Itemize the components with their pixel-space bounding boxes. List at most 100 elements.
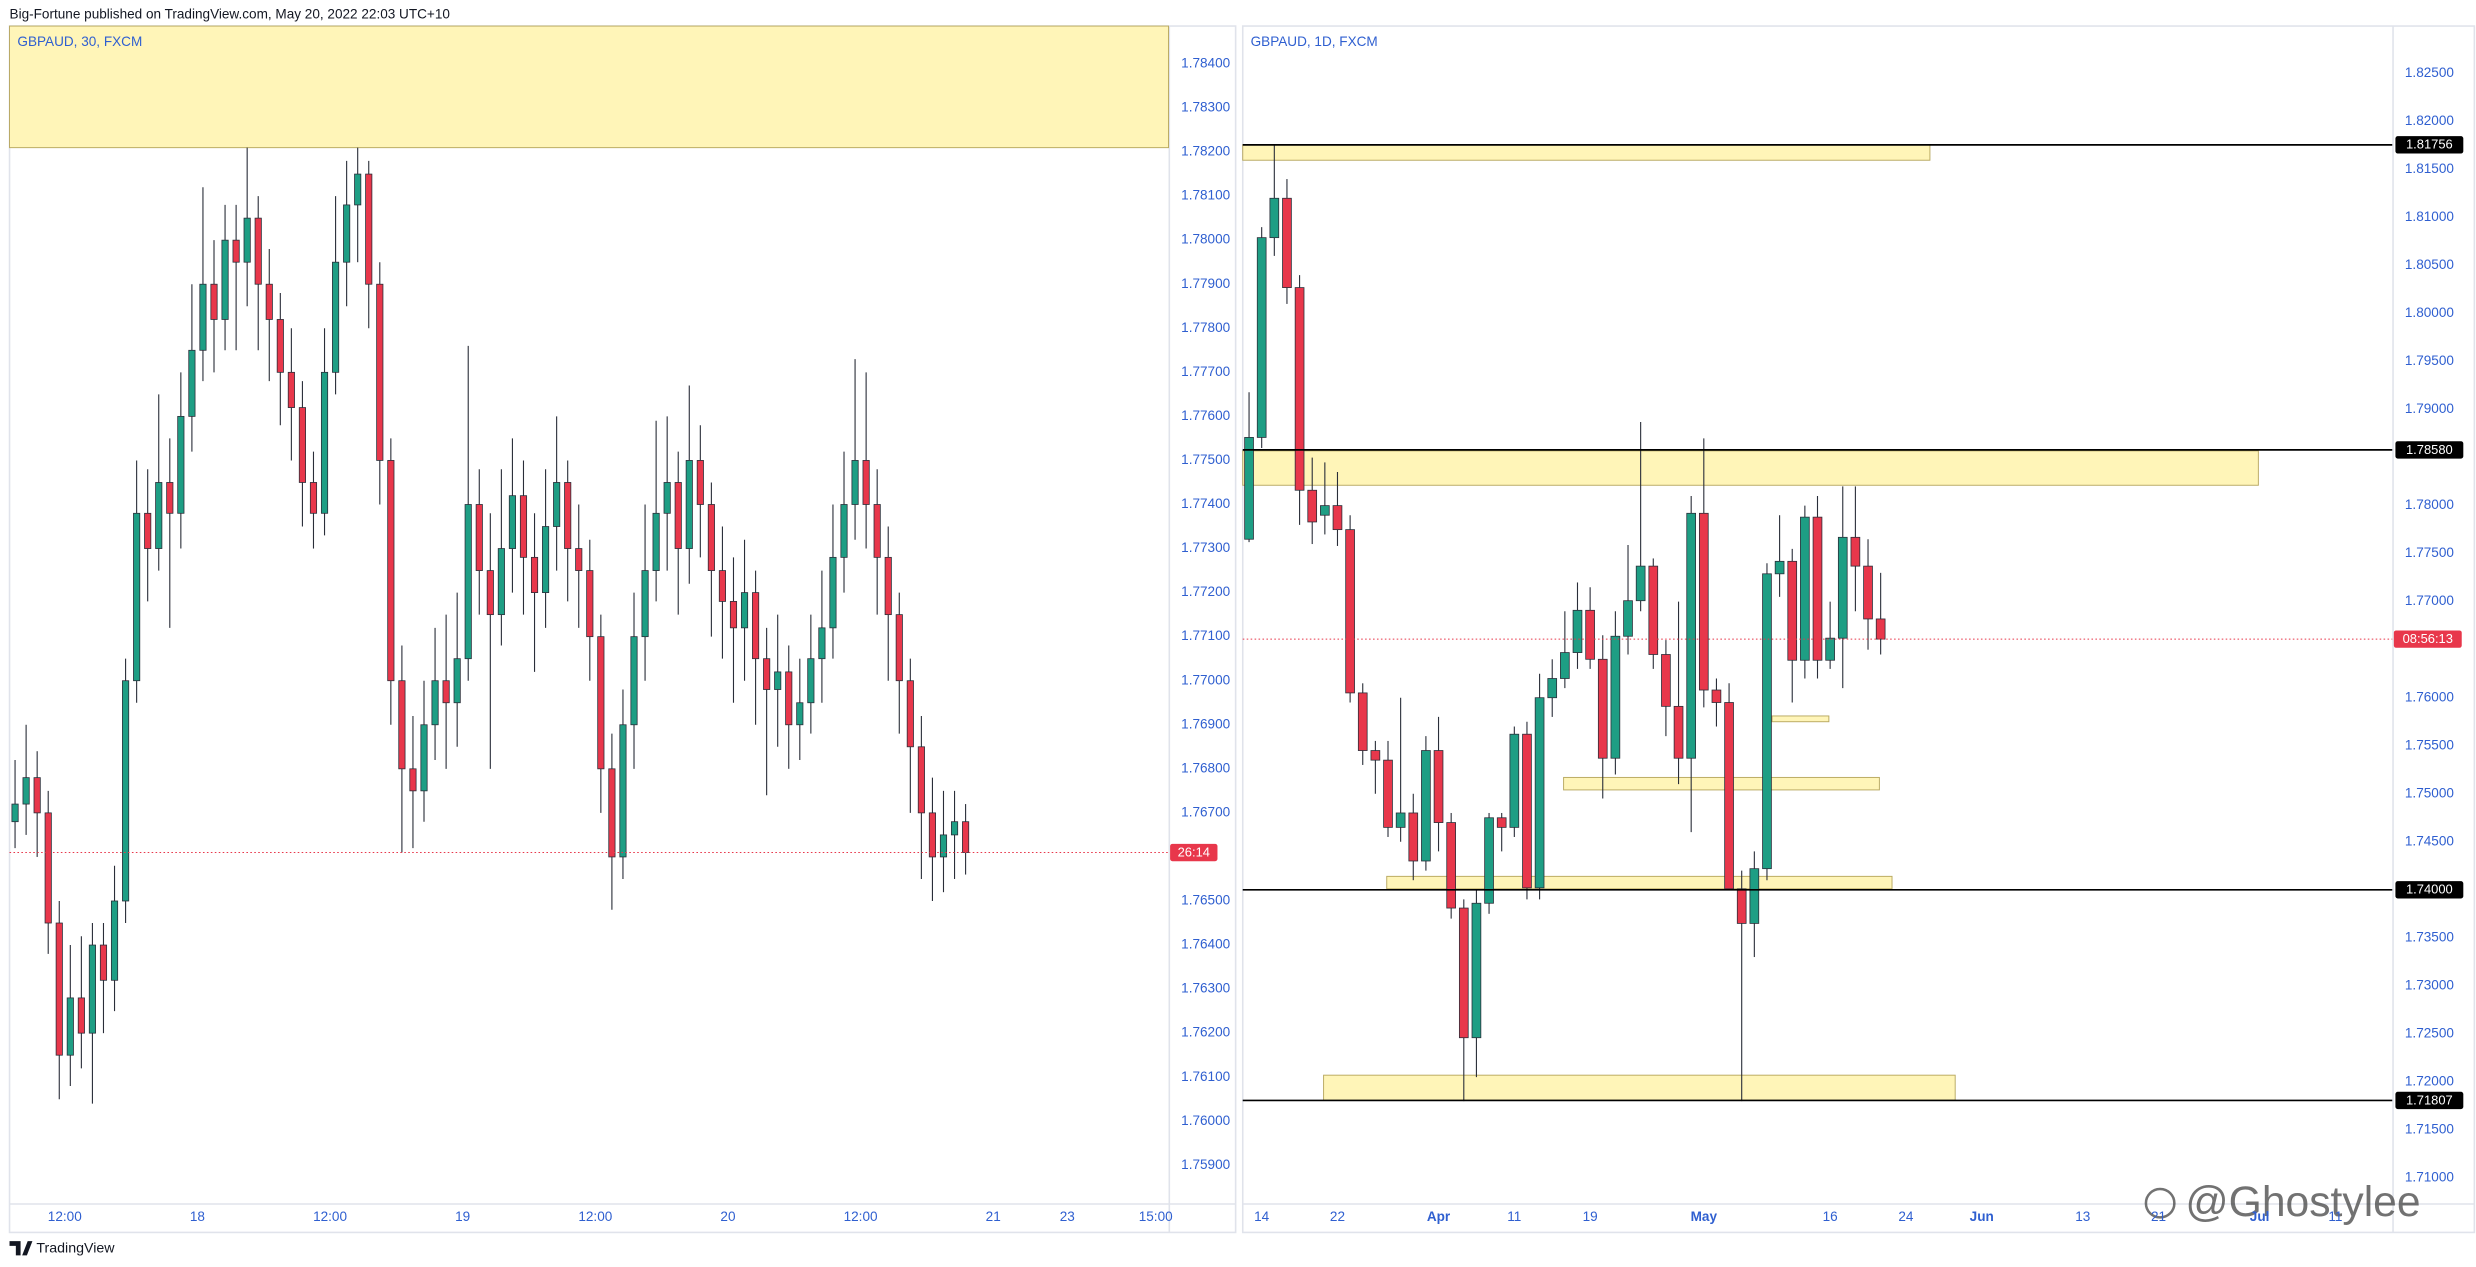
watermark-icon <box>2144 1187 2176 1219</box>
candle-body <box>1686 512 1696 759</box>
candle-body <box>707 504 715 571</box>
y-tick-label: 1.82000 <box>2405 113 2454 128</box>
logo-icon <box>9 1241 33 1256</box>
candle-body <box>906 680 914 748</box>
candle-body <box>1408 812 1419 862</box>
y-tick-label: 1.73000 <box>2405 977 2454 992</box>
candle-body <box>1698 512 1709 691</box>
candle-body <box>530 556 539 593</box>
zone <box>1242 450 2259 486</box>
candle-body <box>365 173 373 285</box>
candle-body <box>939 834 948 858</box>
candle-body <box>851 460 859 505</box>
candle-body <box>464 504 472 660</box>
candle-body <box>265 283 273 320</box>
y-tick-label: 1.77800 <box>1181 320 1230 335</box>
x-tick-label: 20 <box>720 1209 736 1224</box>
footer-brand: TradingView <box>36 1241 115 1257</box>
candle-body <box>1825 637 1835 661</box>
candle-body <box>1673 705 1684 759</box>
candle-body <box>1458 907 1469 1039</box>
candle-body <box>1762 573 1772 870</box>
y-tick-label: 1.73500 <box>2405 929 2454 944</box>
candle-body <box>1787 560 1798 661</box>
candle-body <box>376 283 384 461</box>
candle-body <box>542 526 550 593</box>
y-tick-label: 1.81500 <box>2405 161 2454 176</box>
y-tick-label: 1.80000 <box>2405 305 2454 320</box>
level-label: 1.74000 <box>2406 882 2453 897</box>
candle-body <box>663 482 671 514</box>
y-tick-label: 1.77200 <box>1181 584 1230 599</box>
candle-body <box>1282 197 1292 288</box>
candle-body <box>1496 817 1507 828</box>
tradingview-logo: TradingView <box>9 1241 115 1257</box>
candle-body <box>398 680 406 770</box>
candle-body <box>519 495 528 558</box>
y-tick-label: 1.71500 <box>2405 1122 2454 1137</box>
candle-body <box>1800 516 1810 661</box>
y-tick-label: 1.78000 <box>1181 232 1230 247</box>
y-tick-label: 1.72000 <box>2405 1073 2454 1088</box>
candle-body <box>1850 536 1861 567</box>
y-tick-label: 1.75000 <box>2405 785 2454 800</box>
candle-body <box>287 371 295 408</box>
candle-body <box>1509 733 1520 828</box>
candle-body <box>177 415 185 514</box>
y-tick-label: 1.81000 <box>2405 209 2454 224</box>
candle-body <box>553 482 561 527</box>
x-tick-label: 12:00 <box>578 1209 612 1224</box>
candle-body <box>785 671 793 726</box>
candle-body <box>1724 702 1734 890</box>
candle-body <box>221 239 229 320</box>
candle-body <box>1395 812 1406 828</box>
candle-body <box>1244 437 1254 540</box>
y-tick-label: 1.76700 <box>1181 804 1230 819</box>
candle-body <box>1383 759 1393 828</box>
x-tick-label: Jul <box>2250 1209 2270 1224</box>
right-pane-frame <box>1241 25 2476 1234</box>
x-tick-label: 22 <box>1330 1209 1345 1224</box>
candle-body <box>674 482 682 549</box>
candle-body <box>1370 750 1381 761</box>
candle-body <box>685 460 693 549</box>
candle-body <box>1357 692 1368 751</box>
candle-body <box>1585 609 1595 660</box>
candle-body <box>597 636 605 770</box>
candle-body <box>1433 750 1444 823</box>
candle-body <box>1661 654 1671 707</box>
y-tick-label: 1.77300 <box>1181 540 1230 555</box>
candle-body <box>1863 565 1873 620</box>
zone <box>1323 1074 1956 1101</box>
candle-body <box>387 460 395 682</box>
y-tick-label: 1.78000 <box>2405 497 2454 512</box>
candle-body <box>475 504 483 571</box>
y-tick-label: 1.71000 <box>2405 1170 2454 1185</box>
y-tick-label: 1.76300 <box>1181 981 1230 996</box>
candle-body <box>320 371 329 514</box>
candle-body <box>1749 868 1760 924</box>
candle-body <box>1446 822 1456 909</box>
y-tick-label: 1.76400 <box>1181 937 1230 952</box>
candle-body <box>652 512 660 571</box>
y-tick-label: 1.79000 <box>2405 401 2454 416</box>
candle-body <box>1320 505 1330 516</box>
candle-body <box>11 803 19 823</box>
level-label: 1.71807 <box>2406 1092 2453 1107</box>
y-tick-label: 1.75500 <box>2405 737 2454 752</box>
level-label-box <box>2395 1091 2464 1110</box>
candle-body <box>1635 565 1646 602</box>
candle-body <box>1837 536 1848 639</box>
y-tick-label: 1.78200 <box>1181 144 1230 159</box>
y-tick-label: 1.77700 <box>1181 364 1230 379</box>
candle-body <box>188 349 196 417</box>
watermark: @Ghostylee <box>2144 1178 2421 1226</box>
candle-body <box>928 812 936 858</box>
y-tick-label: 1.78100 <box>1181 188 1230 203</box>
candle-body <box>497 548 505 616</box>
candle-body <box>1269 197 1280 239</box>
y-tick-label: 1.77000 <box>2405 593 2454 608</box>
publish-header: Big-Fortune published on TradingView.com… <box>10 7 451 22</box>
candle-body <box>1534 697 1545 889</box>
